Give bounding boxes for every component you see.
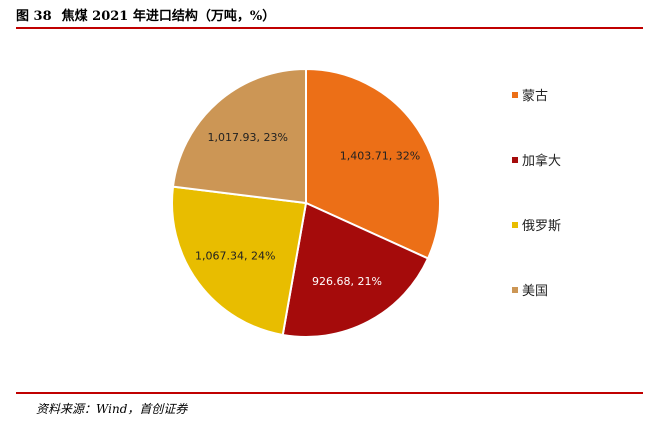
top-divider	[16, 27, 643, 29]
pie-slice-labels: 1,403.71, 32% 926.68, 21% 1,067.34, 24% 1,0…	[195, 131, 420, 288]
bottom-divider	[16, 392, 643, 394]
pie-slice-3	[171, 67, 307, 205]
legend-label-2: 俄罗斯	[522, 219, 561, 234]
legend-label-0: 蒙古	[522, 89, 548, 104]
legend-swatch-1	[512, 157, 518, 163]
chart-title: 焦煤 2021 年进口结构（万吨，%）	[61, 9, 276, 24]
slice-data-label-2: 1,067.34, 24%	[195, 249, 275, 262]
pie-slice-0	[305, 67, 441, 260]
figure-title: 图 38 焦煤 2021 年进口结构（万吨，%）	[16, 5, 275, 24]
slice-data-label-3: 1,017.93, 23%	[207, 131, 287, 144]
pie-slice-2	[171, 185, 308, 337]
legend-swatch-3	[512, 287, 518, 293]
slice-data-label-1: 926.68, 21%	[312, 275, 382, 288]
legend-swatch-2	[512, 222, 518, 228]
slice-data-label-0: 1,403.71, 32%	[340, 149, 420, 162]
legend-swatch-0	[512, 92, 518, 98]
figure-number: 图 38	[16, 9, 52, 24]
source-note: 资料来源：Wind，首创证券	[36, 402, 188, 416]
pie-slice-1	[281, 201, 430, 338]
legend-label-1: 加拿大	[522, 153, 561, 169]
legend-label-3: 美国	[522, 284, 548, 299]
pie-slices	[171, 67, 441, 338]
